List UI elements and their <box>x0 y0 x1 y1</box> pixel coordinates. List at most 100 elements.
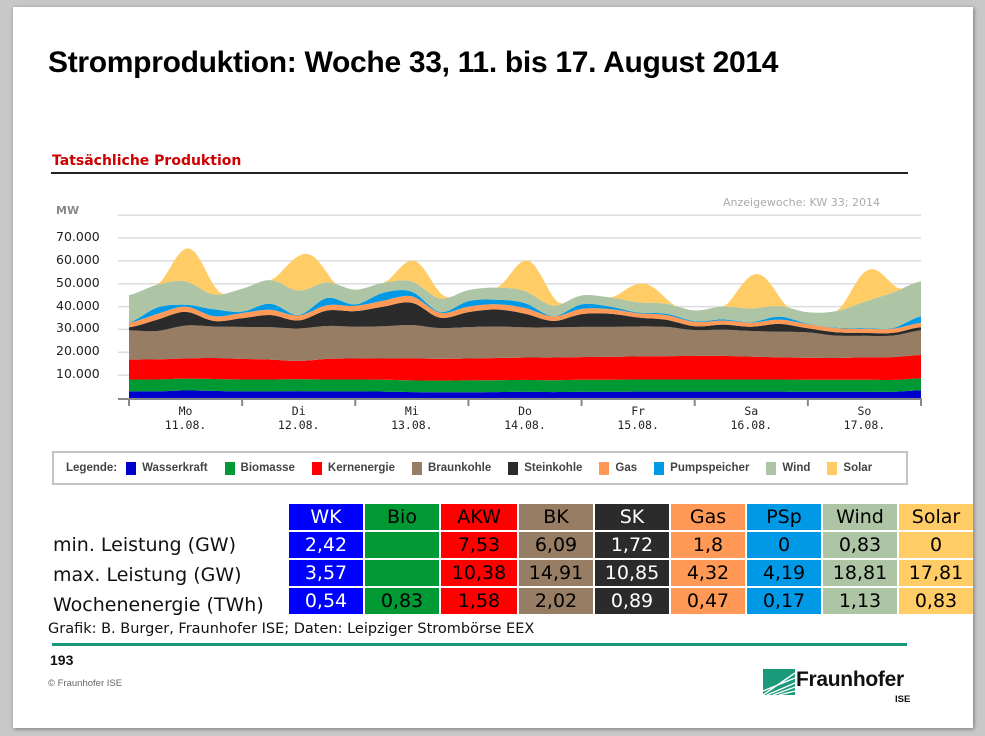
legend-swatch <box>654 461 665 475</box>
legend-item-kernenergie: Kernenergie <box>311 461 395 475</box>
table-header-wk: WK <box>289 504 363 530</box>
stats-table: WK Bio AKW BK SK Gas PSp Wind Solar 2,42 7,53 6,09 1… <box>287 502 975 616</box>
legend-swatch <box>766 461 777 475</box>
legend-swatch <box>311 461 322 475</box>
row-label-max: max. Leistung (GW) <box>53 564 242 586</box>
copyright: © Fraunhofer ISE <box>48 678 123 689</box>
area-kernenergie <box>129 355 921 381</box>
table-cell: 4,32 <box>671 560 745 586</box>
x-tick-date: 14.08. <box>504 418 546 432</box>
legend-item-gas: Gas <box>599 461 638 475</box>
row-label-energy: Wochenenergie (TWh) <box>53 594 264 616</box>
legend-item-solar: Solar <box>827 461 873 475</box>
legend-title: Legende: <box>66 462 118 474</box>
table-cell: 0,17 <box>747 588 821 614</box>
legend-label: Braunkohle <box>428 462 492 474</box>
y-tick-label: 50.000 <box>56 274 100 290</box>
x-tick-date: 16.08. <box>730 418 773 432</box>
credit-line: Grafik: B. Burger, Fraunhofer ISE; Daten… <box>48 621 535 637</box>
x-tick-label: So 17.08. <box>819 404 909 432</box>
table-cell <box>365 532 439 558</box>
legend-swatch <box>126 461 137 475</box>
legend-item-braunkohle: Braunkohle <box>412 461 492 475</box>
legend-item-wind: Wind <box>766 461 811 475</box>
x-tick-day: Do <box>518 404 532 418</box>
area-wasserkraft <box>129 390 921 398</box>
x-tick-day: Mi <box>404 404 419 418</box>
table-cell: 4,19 <box>747 560 821 586</box>
table-cell: 0,89 <box>595 588 669 614</box>
table-cell: 14,91 <box>519 560 593 586</box>
area-biomasse <box>129 378 921 393</box>
legend-item-biomasse: Biomasse <box>224 461 295 475</box>
legend-label: Gas <box>615 462 638 474</box>
area-steinkohle <box>129 302 921 337</box>
x-tick-label: Fr 15.08. <box>593 404 683 432</box>
x-tick-label: Mi 13.08. <box>367 404 457 432</box>
table-cell: 0,47 <box>671 588 745 614</box>
row-label-min: min. Leistung (GW) <box>53 534 236 556</box>
footer-rule <box>52 643 907 646</box>
table-header-bio: Bio <box>365 504 439 530</box>
table-header-psp: PSp <box>747 504 821 530</box>
y-tick-label: 10.000 <box>56 366 100 382</box>
x-tick-day: Fr <box>631 404 646 418</box>
table-cell: 6,09 <box>519 532 593 558</box>
y-tick-label: 20.000 <box>56 343 100 359</box>
table-cell: 3,57 <box>289 560 363 586</box>
table-cell: 0,83 <box>899 588 973 614</box>
table-header-row: WK Bio AKW BK SK Gas PSp Wind Solar <box>289 504 973 530</box>
table-cell: 0,54 <box>289 588 363 614</box>
area-pumpspeicher <box>129 290 921 330</box>
table-cell: 1,8 <box>671 532 745 558</box>
table-cell: 0,83 <box>365 588 439 614</box>
legend: Legende: Wasserkraft Biomasse Kernenergie B… <box>52 451 908 485</box>
table-header-solar: Solar <box>899 504 973 530</box>
area-wind <box>129 280 921 329</box>
table-cell: 0 <box>747 532 821 558</box>
x-tick-date: 13.08. <box>391 418 433 432</box>
x-tick-label: Do 14.08. <box>480 404 570 432</box>
table-header-sk: SK <box>595 504 669 530</box>
table-cell: 0,83 <box>823 532 897 558</box>
legend-swatch <box>412 461 422 475</box>
table-header-akw: AKW <box>441 504 517 530</box>
table-cell: 2,02 <box>519 588 593 614</box>
x-tick-label: Sa 16.08. <box>706 404 796 432</box>
legend-label: Wasserkraft <box>142 462 208 474</box>
legend-item-steinkohle: Steinkohle <box>508 461 582 475</box>
table-cell: 1,72 <box>595 532 669 558</box>
legend-label: Pumpspeicher <box>670 462 750 474</box>
legend-swatch <box>827 461 838 475</box>
x-tick-label: Di 12.08. <box>254 404 344 432</box>
area-gas <box>129 295 921 334</box>
legend-label: Wind <box>782 462 811 474</box>
table-cell: 2,42 <box>289 532 363 558</box>
title-rule <box>51 172 908 174</box>
legend-item-wasserkraft: Wasserkraft <box>126 461 208 475</box>
x-tick-label: Mo 11.08. <box>141 404 231 432</box>
legend-item-pumpspeicher: Pumpspeicher <box>654 461 750 475</box>
fraunhofer-logo-icon <box>763 669 795 695</box>
slide-title: Stromproduktion: Woche 33, 11. bis 17. A… <box>48 46 779 79</box>
x-tick-day: So <box>857 404 872 418</box>
table-cell <box>365 560 439 586</box>
table-header-gas: Gas <box>671 504 745 530</box>
table-row-labels: min. Leistung (GW) max. Leistung (GW) Wo… <box>53 530 264 620</box>
table-row: 3,57 10,38 14,91 10,85 4,32 4,19 18,81 17,81 <box>289 560 973 586</box>
table-header-wind: Wind <box>823 504 897 530</box>
x-tick-date: 12.08. <box>277 418 320 432</box>
legend-swatch <box>599 461 610 475</box>
table-header-bk: BK <box>519 504 593 530</box>
table-cell: 18,81 <box>823 560 897 586</box>
legend-label: Kernenergie <box>327 462 395 474</box>
x-tick-date: 17.08. <box>843 418 886 432</box>
legend-swatch <box>508 461 519 475</box>
y-tick-label: 40.000 <box>56 297 100 313</box>
y-tick-label: 70.000 <box>56 229 100 244</box>
legend-label: Solar <box>843 462 873 474</box>
area-solar <box>129 248 921 313</box>
area-braunkohle <box>129 325 921 361</box>
x-tick-date: 11.08. <box>164 418 207 432</box>
